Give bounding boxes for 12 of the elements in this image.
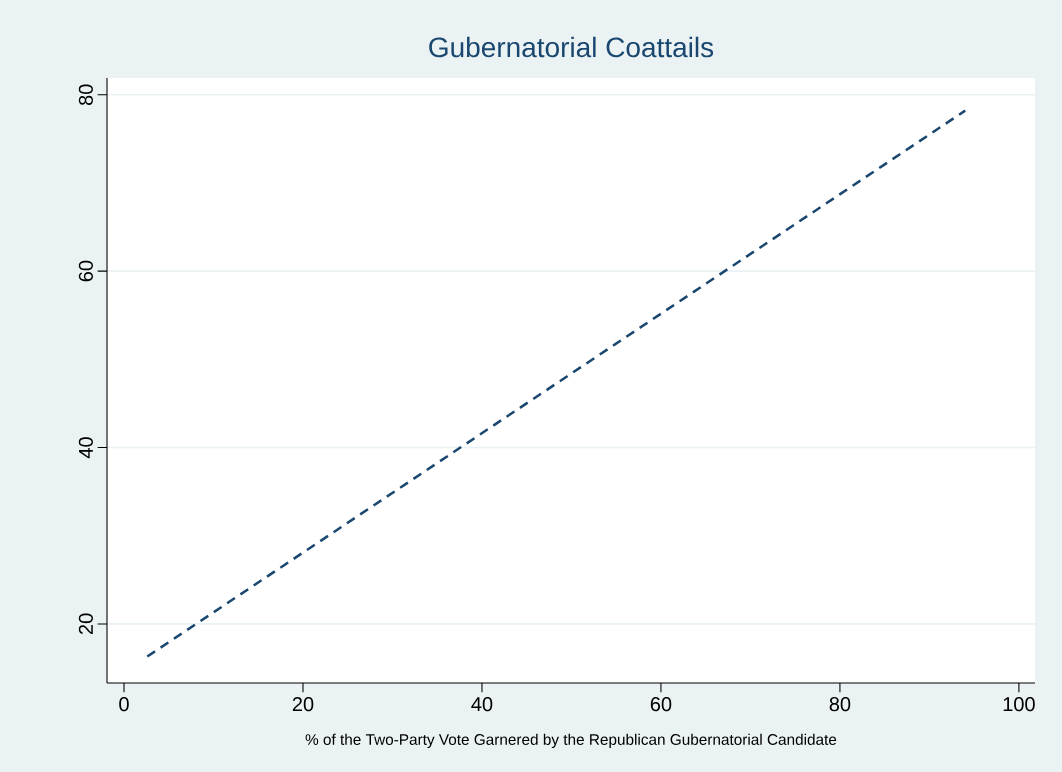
x-tick-label: 40 — [471, 697, 493, 712]
y-tick-label: 20 — [78, 613, 93, 635]
x-tick-label: 100 — [1003, 697, 1035, 712]
y-tick-label: 40 — [78, 437, 93, 459]
y-tick-label: 80 — [78, 84, 93, 105]
x-tick-label: 80 — [829, 697, 851, 712]
x-tick-label: 60 — [650, 697, 672, 712]
chart-title: Gubernatorial Coattails — [429, 36, 714, 58]
x-tick-label: 0 — [119, 697, 129, 712]
y-tick-label: 60 — [78, 260, 93, 282]
x-axis-title: % of the Two-Party Vote Garnered by the Republican Gubernatorial Candidate — [305, 733, 837, 748]
x-tick-label: 20 — [292, 697, 314, 712]
